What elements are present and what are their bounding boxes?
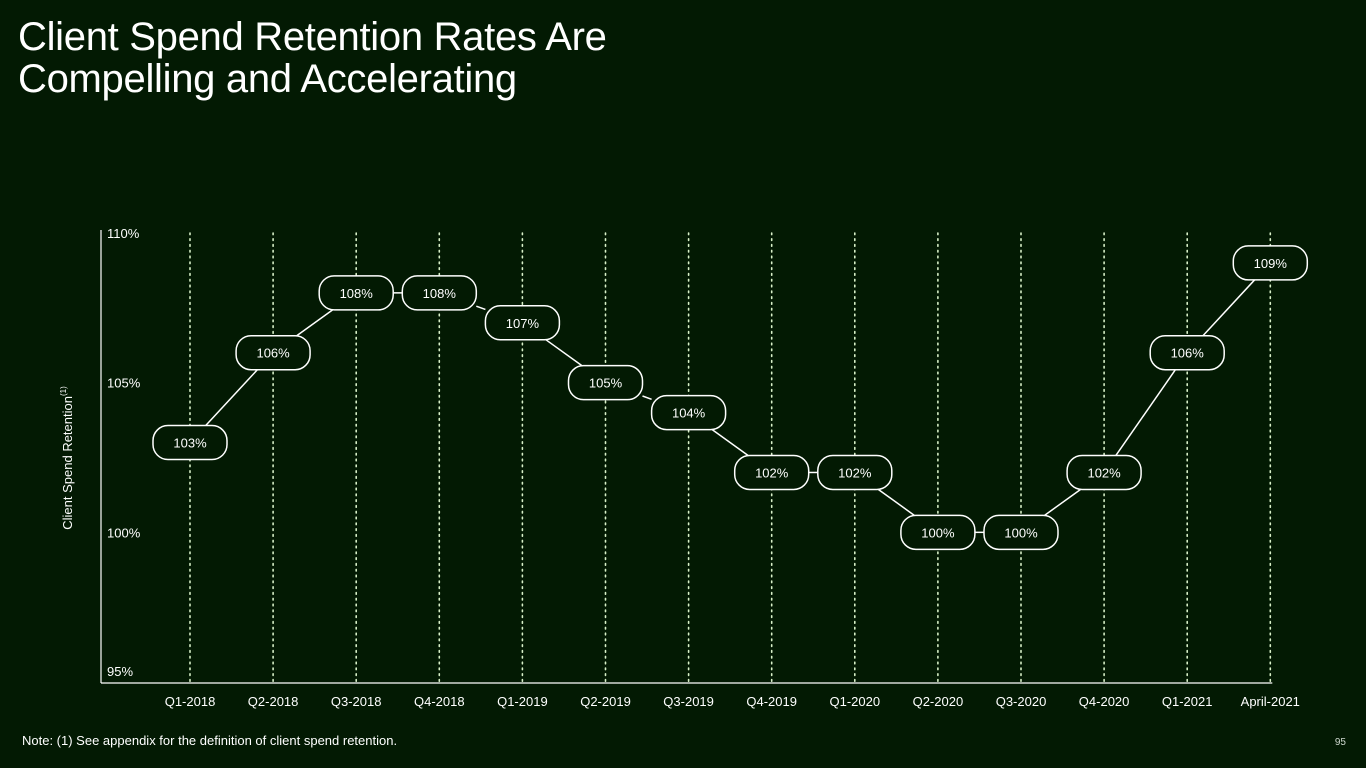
page-title-line-1: Client Spend Retention Rates Are	[18, 15, 607, 59]
x-tick-label: Q2-2020	[913, 694, 964, 709]
page-number: 95	[1334, 737, 1346, 748]
x-tick-label: Q1-2021	[1162, 694, 1213, 709]
series-segment	[476, 305, 486, 311]
x-tick-label: Q1-2020	[830, 694, 881, 709]
page-title-line-2: Compelling and Accelerating	[18, 57, 517, 101]
y-tick-label: 95%	[107, 664, 133, 679]
data-label: 108%	[423, 286, 457, 301]
data-label: 109%	[1254, 256, 1288, 271]
x-tick-label: Q3-2020	[996, 694, 1047, 709]
data-point-box	[567, 364, 644, 401]
y-tick-label: 105%	[107, 376, 141, 391]
data-point-box	[650, 394, 727, 431]
data-label: 103%	[173, 436, 207, 451]
x-tick-label: Q1-2018	[165, 694, 216, 709]
data-point-box	[152, 424, 228, 461]
x-tick-label: April-2021	[1241, 694, 1300, 709]
x-tick-label: Q3-2019	[663, 694, 714, 709]
data-point-box	[817, 454, 893, 491]
y-axis-label: Client Spend Retention(1)	[59, 386, 75, 530]
series-segment	[205, 369, 258, 427]
data-point-box	[733, 454, 810, 491]
footnote: Note: (1) See appendix for the definitio…	[22, 733, 398, 748]
series-segment	[1044, 488, 1081, 516]
data-point-box	[1149, 334, 1225, 371]
data-point-box	[484, 305, 561, 341]
data-label: 105%	[589, 376, 623, 391]
series-segment	[877, 488, 915, 516]
x-tick-label: Q4-2019	[746, 694, 797, 709]
data-point-box	[401, 275, 478, 311]
series-segment	[545, 339, 583, 367]
data-point-box	[235, 334, 311, 371]
series-segment	[296, 309, 334, 337]
data-label: 104%	[672, 406, 706, 421]
y-tick-label: 100%	[107, 525, 141, 540]
page-title: Client Spend Retention Rates Are Compell…	[18, 16, 607, 100]
series-segment	[642, 395, 652, 400]
x-tick-label: Q4-2020	[1079, 694, 1130, 709]
x-tick-label: Q4-2018	[414, 694, 465, 709]
data-point-box	[1066, 454, 1142, 491]
x-tick-label: Q3-2018	[331, 694, 382, 709]
y-tick-label: 110%	[107, 226, 140, 241]
series-segment	[1115, 369, 1177, 456]
data-label: 107%	[506, 316, 540, 331]
series-segment	[711, 428, 749, 457]
data-label: 100%	[1004, 525, 1038, 540]
x-tick-label: Q2-2018	[248, 694, 299, 709]
data-label: 106%	[256, 346, 290, 361]
data-label: 100%	[921, 525, 955, 540]
series-segment	[1202, 279, 1256, 337]
x-tick-label: Q1-2019	[497, 694, 548, 709]
data-label: 108%	[340, 286, 374, 301]
data-label: 102%	[1087, 465, 1121, 480]
x-tick-label: Q2-2019	[580, 694, 631, 709]
data-point-box	[900, 514, 976, 551]
data-point-box	[983, 514, 1059, 551]
data-point-box	[318, 275, 394, 311]
data-label: 102%	[838, 465, 872, 480]
data-label: 106%	[1171, 346, 1205, 361]
data-point-box	[1232, 245, 1309, 281]
data-label: 102%	[755, 465, 789, 480]
